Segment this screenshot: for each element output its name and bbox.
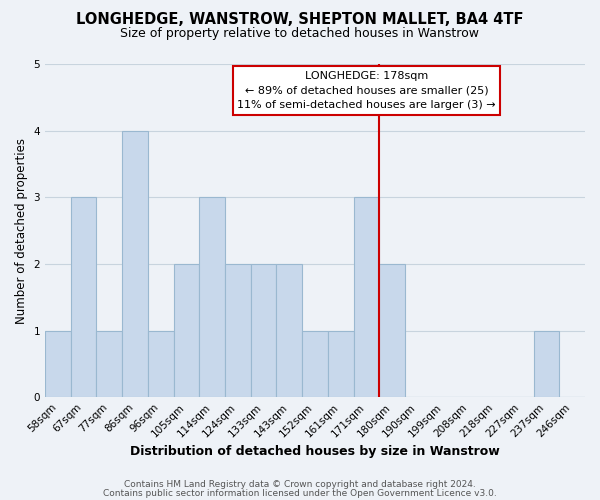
X-axis label: Distribution of detached houses by size in Wanstrow: Distribution of detached houses by size … bbox=[130, 444, 500, 458]
Bar bbox=[533, 330, 559, 397]
Text: Contains public sector information licensed under the Open Government Licence v3: Contains public sector information licen… bbox=[103, 488, 497, 498]
Bar bbox=[97, 330, 122, 397]
Bar bbox=[379, 264, 405, 397]
Bar bbox=[251, 264, 277, 397]
Text: Size of property relative to detached houses in Wanstrow: Size of property relative to detached ho… bbox=[121, 28, 479, 40]
Bar bbox=[71, 198, 97, 397]
Bar bbox=[302, 330, 328, 397]
Bar bbox=[45, 330, 71, 397]
Bar bbox=[148, 330, 173, 397]
Bar bbox=[122, 130, 148, 397]
Bar bbox=[199, 198, 225, 397]
Bar bbox=[225, 264, 251, 397]
Bar bbox=[353, 198, 379, 397]
Bar bbox=[173, 264, 199, 397]
Y-axis label: Number of detached properties: Number of detached properties bbox=[15, 138, 28, 324]
Text: Contains HM Land Registry data © Crown copyright and database right 2024.: Contains HM Land Registry data © Crown c… bbox=[124, 480, 476, 489]
Text: LONGHEDGE: 178sqm
← 89% of detached houses are smaller (25)
11% of semi-detached: LONGHEDGE: 178sqm ← 89% of detached hous… bbox=[237, 70, 496, 110]
Text: LONGHEDGE, WANSTROW, SHEPTON MALLET, BA4 4TF: LONGHEDGE, WANSTROW, SHEPTON MALLET, BA4… bbox=[76, 12, 524, 28]
Bar bbox=[277, 264, 302, 397]
Bar bbox=[328, 330, 353, 397]
